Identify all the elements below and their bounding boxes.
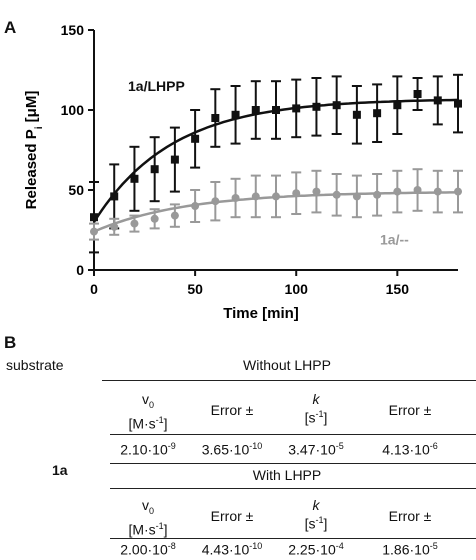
with-rule — [110, 488, 476, 489]
data-point — [454, 99, 462, 108]
y-tick-label: 150 — [61, 22, 85, 38]
data-point — [454, 187, 462, 196]
col-error1-header: Error ± — [210, 402, 254, 418]
without-error2-value: 4.13·10-6 — [382, 441, 438, 458]
data-point — [312, 187, 321, 196]
data-point — [413, 90, 422, 98]
data-point — [272, 106, 280, 114]
data-point — [292, 189, 301, 198]
data-point — [191, 202, 200, 210]
row-label-1a: 1a — [52, 462, 68, 478]
data-point — [170, 211, 179, 220]
data-point — [150, 165, 159, 174]
without-error1-value: 3.65·10-10 — [201, 441, 263, 458]
data-point — [433, 96, 442, 105]
series-label-lhpp: 1a/LHPP — [128, 78, 185, 94]
data-point — [373, 109, 382, 118]
panel-b-label: B — [4, 333, 17, 352]
y-tick-label: 0 — [76, 262, 84, 278]
data-point — [231, 110, 240, 119]
col-error1-header-2: Error ± — [210, 508, 254, 524]
data-point — [393, 187, 402, 196]
data-point — [352, 110, 361, 119]
data-point — [292, 104, 301, 113]
col-v0-header: v0 [M·s-1] — [128, 391, 168, 432]
data-point — [90, 227, 98, 236]
with-error2-value: 1.86·10-5 — [382, 541, 438, 558]
data-point — [191, 134, 200, 143]
with-lhpp-title: With LHPP — [252, 467, 322, 483]
with-v0-value: 2.00·10-8 — [120, 541, 176, 558]
data-point — [393, 101, 402, 110]
without-v0-value: 2.10·10-9 — [120, 441, 176, 458]
data-point — [332, 190, 341, 199]
subheader-rule — [110, 434, 476, 435]
series-label-control: 1a/-- — [380, 231, 409, 247]
data-point — [90, 213, 98, 222]
substrate-header: substrate — [6, 357, 64, 373]
col-k-header-2: k [s-1] — [304, 497, 328, 532]
x-tick-label: 150 — [386, 281, 410, 297]
data-point — [150, 214, 159, 223]
data-point — [110, 192, 119, 201]
data-point — [433, 187, 442, 196]
mid-rule — [110, 463, 476, 464]
data-point — [170, 155, 179, 164]
x-axis-label: Time [min] — [223, 305, 299, 322]
data-point — [332, 101, 341, 110]
y-tick-label: 50 — [68, 182, 84, 198]
subheader-rule-2 — [110, 538, 476, 539]
data-point — [130, 174, 139, 183]
data-point — [251, 192, 260, 201]
header-rule — [102, 380, 476, 381]
without-k-value: 3.47·10-5 — [288, 441, 344, 458]
data-point — [211, 197, 220, 206]
y-axis-label: Released Pi [μM] — [23, 91, 45, 210]
col-error2-header: Error ± — [388, 402, 432, 418]
with-k-value: 2.25·10-4 — [288, 541, 344, 558]
data-point — [110, 222, 119, 231]
data-point — [231, 194, 240, 202]
y-tick-label: 100 — [61, 102, 85, 118]
panel-a-label: A — [4, 18, 17, 37]
data-point — [352, 192, 361, 201]
data-point — [211, 114, 220, 122]
data-point — [272, 192, 280, 201]
without-lhpp-title: Without LHPP — [243, 357, 331, 373]
data-point — [413, 186, 422, 194]
with-error1-value: 4.43·10-10 — [201, 541, 263, 558]
reaction-kinetics-chart: 0 50 100 150 0 50 100 150 Time [min] Released Pi … — [23, 22, 463, 322]
x-tick-label: 100 — [285, 281, 309, 297]
data-point — [130, 219, 139, 228]
data-point — [251, 106, 260, 114]
col-k-header: k [s-1] — [304, 391, 328, 426]
col-error2-header-2: Error ± — [388, 508, 432, 524]
x-tick-label: 0 — [90, 281, 98, 297]
data-point — [373, 190, 382, 199]
x-tick-label: 50 — [187, 281, 203, 297]
data-point — [312, 102, 321, 111]
col-v0-header-2: v0 [M·s-1] — [128, 497, 168, 538]
